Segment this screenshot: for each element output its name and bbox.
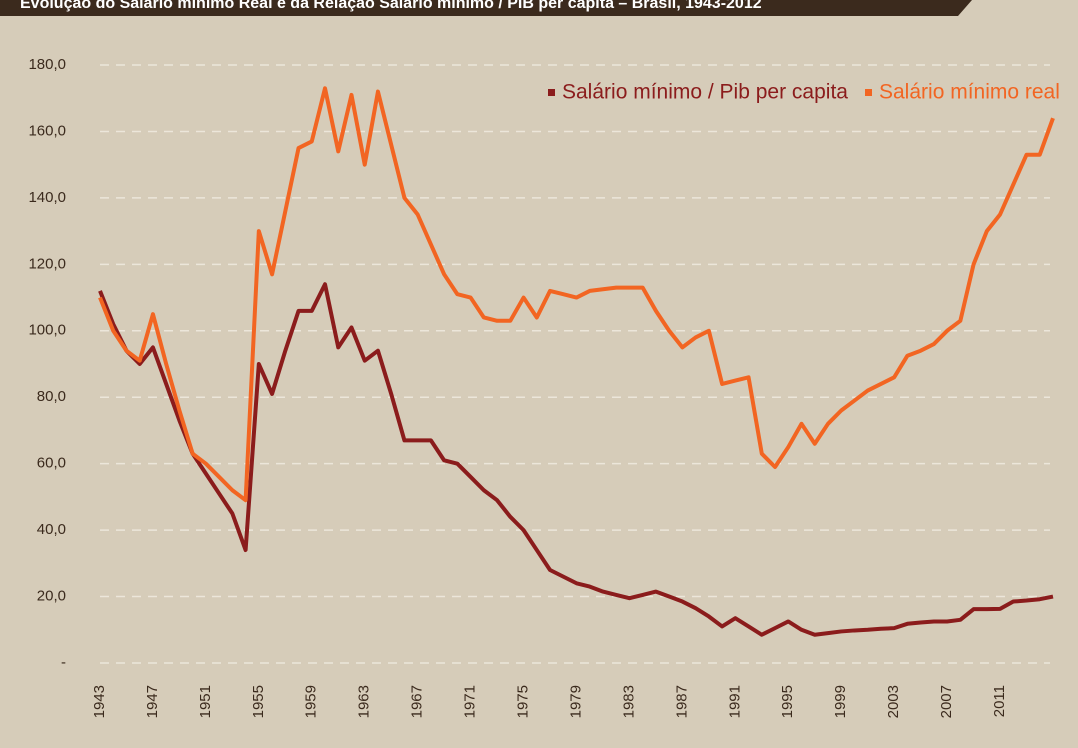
x-tick-label: 1967 bbox=[409, 685, 426, 718]
y-tick-label: 160,0 bbox=[28, 122, 66, 139]
x-tick-label: 2003 bbox=[885, 685, 902, 718]
y-tick-label: 40,0 bbox=[37, 521, 66, 538]
y-tick-label: - bbox=[61, 654, 66, 671]
x-tick-label: 1959 bbox=[303, 685, 320, 718]
line-series bbox=[98, 86, 1055, 503]
title-banner bbox=[0, 0, 972, 16]
legend-marker bbox=[548, 89, 555, 96]
y-tick-label: 140,0 bbox=[28, 189, 66, 206]
legend-marker bbox=[865, 89, 872, 96]
legend-label: Salário mínimo real bbox=[879, 81, 1060, 104]
y-tick-label: 100,0 bbox=[28, 322, 66, 339]
chart-title: Evolução do Salário mínimo Real e da Rel… bbox=[20, 0, 762, 12]
y-tick-label: 180,0 bbox=[28, 56, 66, 73]
line-series bbox=[98, 282, 1054, 637]
x-tick-label: 2007 bbox=[938, 685, 955, 718]
x-tick-label: 1963 bbox=[356, 685, 373, 718]
legend-label: Salário mínimo / Pib per capita bbox=[562, 81, 848, 104]
x-tick-label: 1979 bbox=[567, 685, 584, 718]
y-tick-label: 20,0 bbox=[37, 588, 66, 605]
x-tick-label: 1955 bbox=[250, 685, 267, 718]
y-tick-label: 80,0 bbox=[37, 388, 66, 405]
x-tick-label: 1983 bbox=[620, 685, 637, 718]
x-tick-label: 1999 bbox=[832, 685, 849, 718]
x-tick-label: 1991 bbox=[726, 685, 743, 718]
x-tick-label: 1975 bbox=[515, 685, 532, 718]
x-tick-label: 1943 bbox=[91, 685, 108, 718]
x-tick-label: 1947 bbox=[144, 685, 161, 718]
y-tick-label: 120,0 bbox=[28, 255, 66, 272]
x-tick-label: 1951 bbox=[197, 685, 214, 718]
x-tick-label: 1995 bbox=[779, 685, 796, 718]
x-tick-label: 1971 bbox=[462, 685, 479, 718]
x-tick-label: 1987 bbox=[673, 685, 690, 718]
x-tick-label: 2011 bbox=[991, 685, 1008, 717]
y-tick-label: 60,0 bbox=[37, 455, 66, 472]
